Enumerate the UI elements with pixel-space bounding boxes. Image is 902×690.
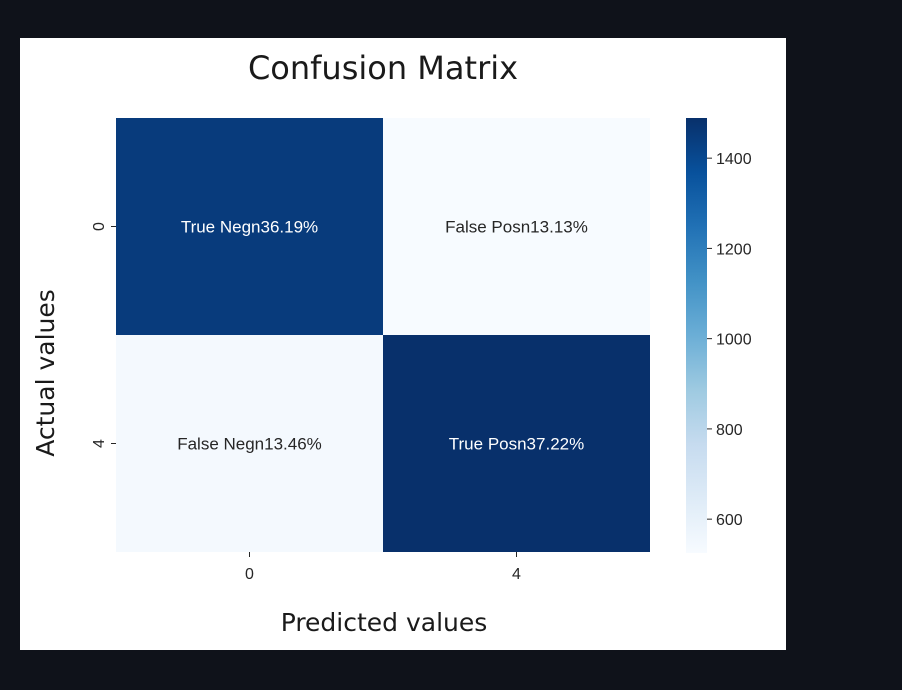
x-tick-label: 0 xyxy=(245,566,254,583)
heatmap-cell xyxy=(116,118,383,335)
heatmap-cell xyxy=(116,335,383,552)
colorbar-tick-label: 1200 xyxy=(716,241,752,258)
heatmap-cell xyxy=(383,118,650,335)
figure: Confusion Matrix True Negn36.19% False Po… xyxy=(20,38,786,650)
colorbar xyxy=(686,118,707,553)
colorbar-ticks: 600 800 1000 1200 1400 xyxy=(707,151,752,529)
x-tick-label: 4 xyxy=(512,566,521,583)
colorbar-tick-label: 1400 xyxy=(716,151,752,168)
y-axis: 04 xyxy=(91,222,116,448)
colorbar-tick-label: 1000 xyxy=(716,332,752,349)
colorbar-tick-label: 600 xyxy=(716,512,743,529)
confusion-matrix-chart: Confusion Matrix True Negn36.19% False Po… xyxy=(31,49,752,637)
cell-annotation: False Negn13.46% xyxy=(177,435,322,454)
chart-title: Confusion Matrix xyxy=(248,49,518,87)
heatmap-cell xyxy=(383,335,650,552)
cell-annotation: False Posn13.13% xyxy=(445,218,588,237)
y-tick-label: 4 xyxy=(91,439,108,448)
colorbar-tick-label: 800 xyxy=(716,422,743,439)
x-axis-label: Predicted values xyxy=(281,608,488,637)
y-tick-label: 0 xyxy=(91,222,108,231)
y-axis-label: Actual values xyxy=(31,289,60,457)
cell-annotation: True Posn37.22% xyxy=(449,435,584,454)
heatmap-cells: True Negn36.19% False Posn13.13% False Neg… xyxy=(116,118,650,552)
cell-annotation: True Negn36.19% xyxy=(181,218,318,237)
